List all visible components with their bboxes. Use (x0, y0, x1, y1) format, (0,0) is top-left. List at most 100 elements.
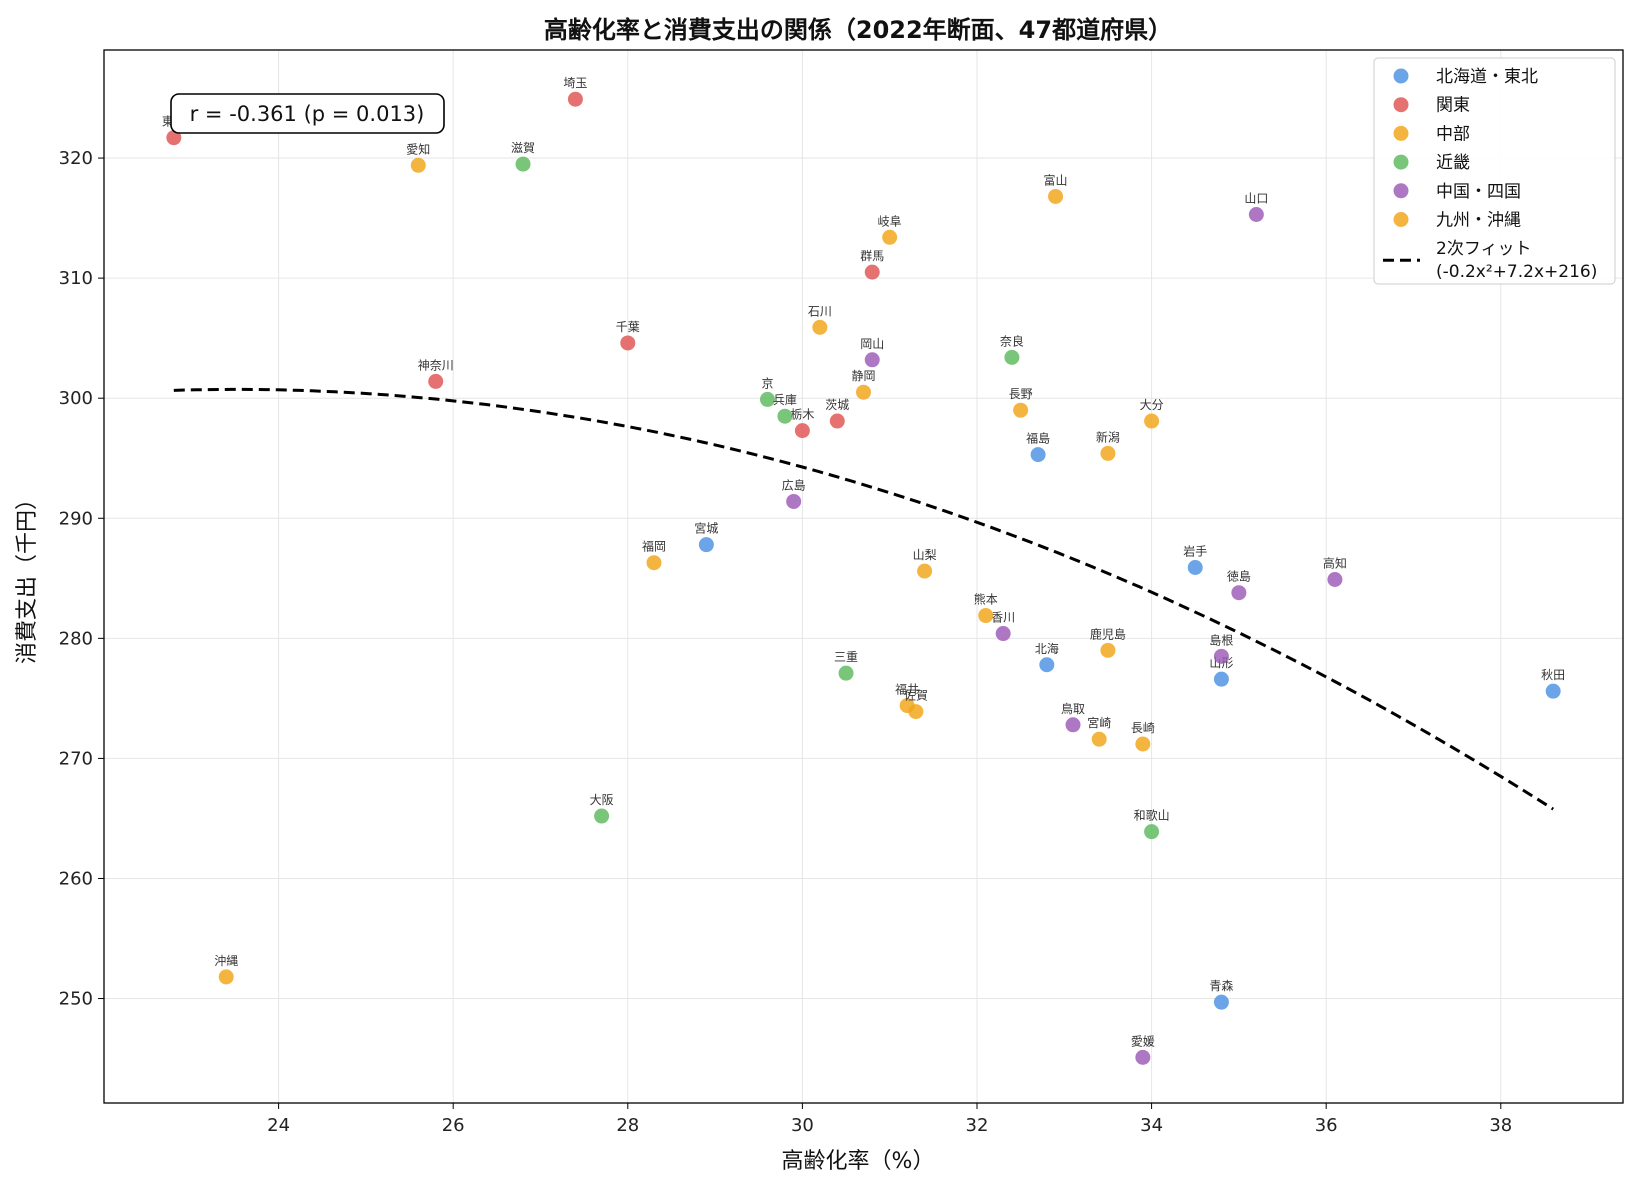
data-point (1213, 648, 1229, 664)
point-label: 福岡 (642, 539, 666, 554)
data-point (698, 537, 714, 553)
data-point (978, 608, 994, 624)
y-tick-label: 270 (59, 748, 93, 769)
data-point (917, 563, 933, 579)
y-tick-label: 310 (59, 268, 93, 289)
data-point (1048, 188, 1064, 204)
fit-curve (173, 387, 1555, 811)
point-label: 岐阜 (878, 214, 902, 228)
y-axis-title: 消費支出（千円） (15, 488, 40, 664)
x-tick-label: 30 (791, 1115, 814, 1136)
data-point (908, 704, 924, 720)
point-label: 千葉 (616, 320, 640, 334)
data-point (428, 373, 444, 389)
point-label: 高知 (1323, 556, 1347, 571)
x-tick-label: 34 (1140, 1115, 1163, 1136)
plot-frame (103, 49, 1624, 1104)
legend-label: 関東 (1436, 96, 1470, 116)
data-point (1144, 824, 1160, 840)
data-point (1004, 349, 1020, 365)
point-label: 佐賀 (904, 689, 928, 703)
x-tick-label: 32 (966, 1115, 989, 1136)
data-point (995, 626, 1011, 642)
data-point (759, 391, 775, 407)
y-tick-label: 320 (59, 148, 93, 169)
legend-marker (1393, 212, 1409, 227)
data-point (166, 130, 182, 146)
point-label: 滋賀 (511, 141, 535, 155)
point-label: 宮崎 (1087, 715, 1111, 730)
data-point (1545, 683, 1561, 699)
legend-marker (1393, 68, 1409, 84)
point-label: 栃木 (790, 408, 814, 422)
point-label: 沖縄 (214, 953, 238, 968)
data-point (646, 555, 662, 571)
y-tick-label: 250 (59, 989, 93, 1010)
point-label: 広島 (782, 477, 806, 492)
point-label: 埼玉 (563, 76, 587, 90)
legend-label: 九州・沖縄 (1436, 211, 1521, 231)
data-point (864, 264, 880, 280)
x-axis-title: 高齢化率（%） (782, 1149, 935, 1174)
data-point (1213, 994, 1229, 1010)
data-point (1100, 445, 1116, 461)
point-label: 島根 (1209, 632, 1233, 647)
data-point (1091, 731, 1107, 747)
data-point (515, 156, 531, 172)
point-label: 石川 (808, 304, 832, 318)
legend-label: 近畿 (1436, 153, 1470, 173)
data-point (1327, 572, 1343, 588)
fit-curve-group (173, 387, 1555, 811)
point-label: 岡山 (860, 337, 884, 351)
data-point (620, 335, 636, 351)
point-label: 徳島 (1227, 569, 1251, 584)
y-tick-label: 290 (59, 508, 93, 529)
legend-frame (1373, 57, 1616, 285)
legend-marker (1393, 97, 1409, 113)
data-point (1187, 559, 1203, 575)
data-point (1013, 402, 1029, 418)
x-tick-label: 38 (1489, 1115, 1512, 1136)
legend-label: 北海道・東北 (1436, 67, 1538, 87)
y-tick-label: 280 (59, 628, 93, 649)
data-point (1135, 736, 1151, 752)
point-label: 京 (761, 376, 773, 390)
point-label: 愛知 (406, 142, 430, 156)
point-label: 鳥取 (1061, 701, 1085, 716)
legend-label: 中国・四国 (1436, 182, 1521, 202)
data-point (594, 808, 610, 824)
point-label: 北海 (1035, 641, 1059, 656)
data-point (812, 319, 828, 335)
data-point (1039, 657, 1055, 673)
data-point (794, 423, 810, 439)
point-label: 秋田 (1541, 668, 1565, 682)
point-label: 福島 (1026, 431, 1050, 446)
data-points: 北海青森岩手宮城秋田山形福島茨城栃木群馬埼玉千葉東京神奈川新潟富山石川福井山梨長… (162, 76, 1565, 1065)
point-label: 福井 (895, 682, 919, 697)
x-tick-label: 28 (616, 1115, 639, 1136)
data-point (567, 91, 583, 107)
data-point (218, 969, 234, 985)
point-label: 群馬 (860, 249, 884, 263)
point-label: 茨城 (825, 398, 849, 412)
point-label: 岩手 (1183, 543, 1207, 558)
point-label: 大分 (1140, 398, 1164, 412)
data-point (1213, 671, 1229, 687)
annotation-box (170, 93, 445, 134)
data-point (856, 384, 871, 400)
point-label: 兵庫 (773, 393, 797, 407)
data-point (829, 413, 845, 429)
y-tick-label: 260 (59, 868, 93, 889)
point-label: 長崎 (1131, 721, 1155, 735)
legend-label: 中部 (1436, 124, 1470, 144)
correlation-annotation: r = -0.361 (p = 0.013) (170, 93, 445, 134)
point-label: 山口 (1244, 191, 1268, 205)
point-label: 神奈川 (418, 358, 454, 372)
point-label: 新潟 (1096, 429, 1120, 444)
point-label: 熊本 (974, 592, 998, 607)
point-label: 宮城 (694, 521, 718, 536)
data-point (1231, 585, 1247, 601)
data-point (777, 408, 793, 424)
data-point (882, 229, 898, 245)
